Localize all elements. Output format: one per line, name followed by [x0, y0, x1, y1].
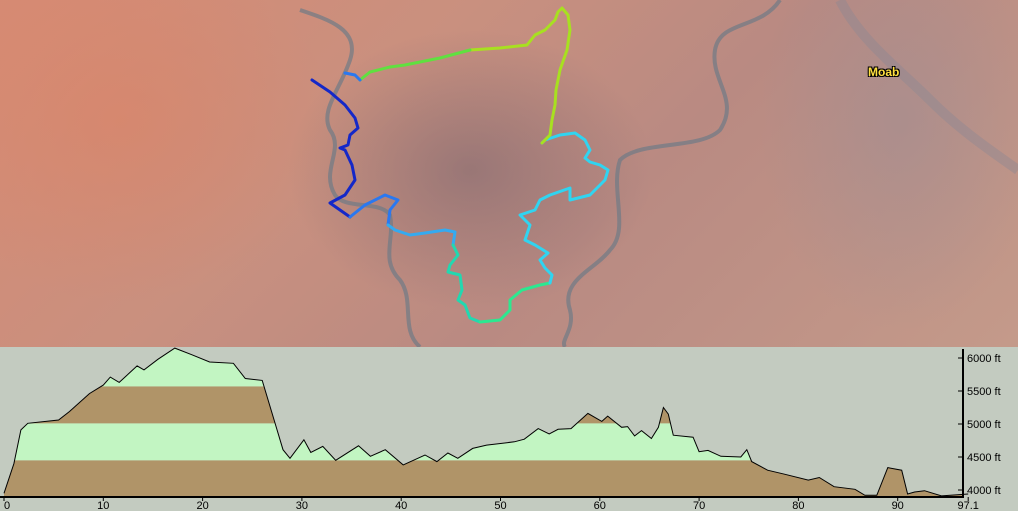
elevation-chart: 6000 ft 5500 ft 5000 ft 4500 ft 4000 ft 0 10 2… — [0, 347, 1001, 511]
route-segment — [386, 223, 457, 247]
x-tick-label: 97.1 — [957, 500, 978, 511]
elevation-band — [4, 423, 963, 461]
x-tick-label: 60 — [594, 500, 606, 511]
route-segment — [358, 48, 472, 82]
elevation-band — [4, 348, 963, 387]
map-label-moab: Moab — [868, 65, 900, 79]
route-segment — [348, 193, 400, 227]
x-tick-label: 10 — [97, 500, 109, 511]
route-segment — [478, 281, 552, 324]
map-overlay — [299, 0, 1018, 347]
x-tick-label: 20 — [196, 500, 208, 511]
y-tick-label: 4500 ft — [967, 452, 1001, 464]
x-tick-label: 30 — [296, 500, 308, 511]
satellite-map[interactable]: Moab — [0, 0, 1018, 347]
canyon — [835, 0, 1018, 175]
route-segment — [343, 71, 362, 82]
elevation-bands — [4, 348, 963, 497]
x-tick-label: 50 — [494, 500, 506, 511]
elevation-profile[interactable]: 6000 ft 5500 ft 5000 ft 4500 ft 4000 ft 0 10 2… — [0, 347, 1018, 511]
y-tick-label: 5000 ft — [967, 419, 1001, 431]
elevation-band — [4, 386, 963, 424]
x-tick-label: 70 — [693, 500, 705, 511]
route-segment — [310, 78, 360, 219]
route-segment — [518, 131, 610, 285]
colorado-river — [561, 0, 782, 347]
route-segment — [468, 6, 572, 145]
elevation-line — [3, 347, 969, 497]
x-tick-label: 80 — [792, 500, 804, 511]
route-segment — [446, 243, 482, 324]
y-tick-label: 6000 ft — [967, 353, 1001, 365]
x-tick-label: 0 — [4, 500, 10, 511]
x-tick-label: 90 — [892, 500, 904, 511]
y-tick-label: 5500 ft — [967, 386, 1001, 398]
y-tick-label: 4000 ft — [967, 485, 1001, 497]
green-river — [299, 8, 422, 347]
rivers — [299, 0, 1018, 347]
route-track — [310, 6, 610, 324]
x-tick-label: 40 — [395, 500, 407, 511]
